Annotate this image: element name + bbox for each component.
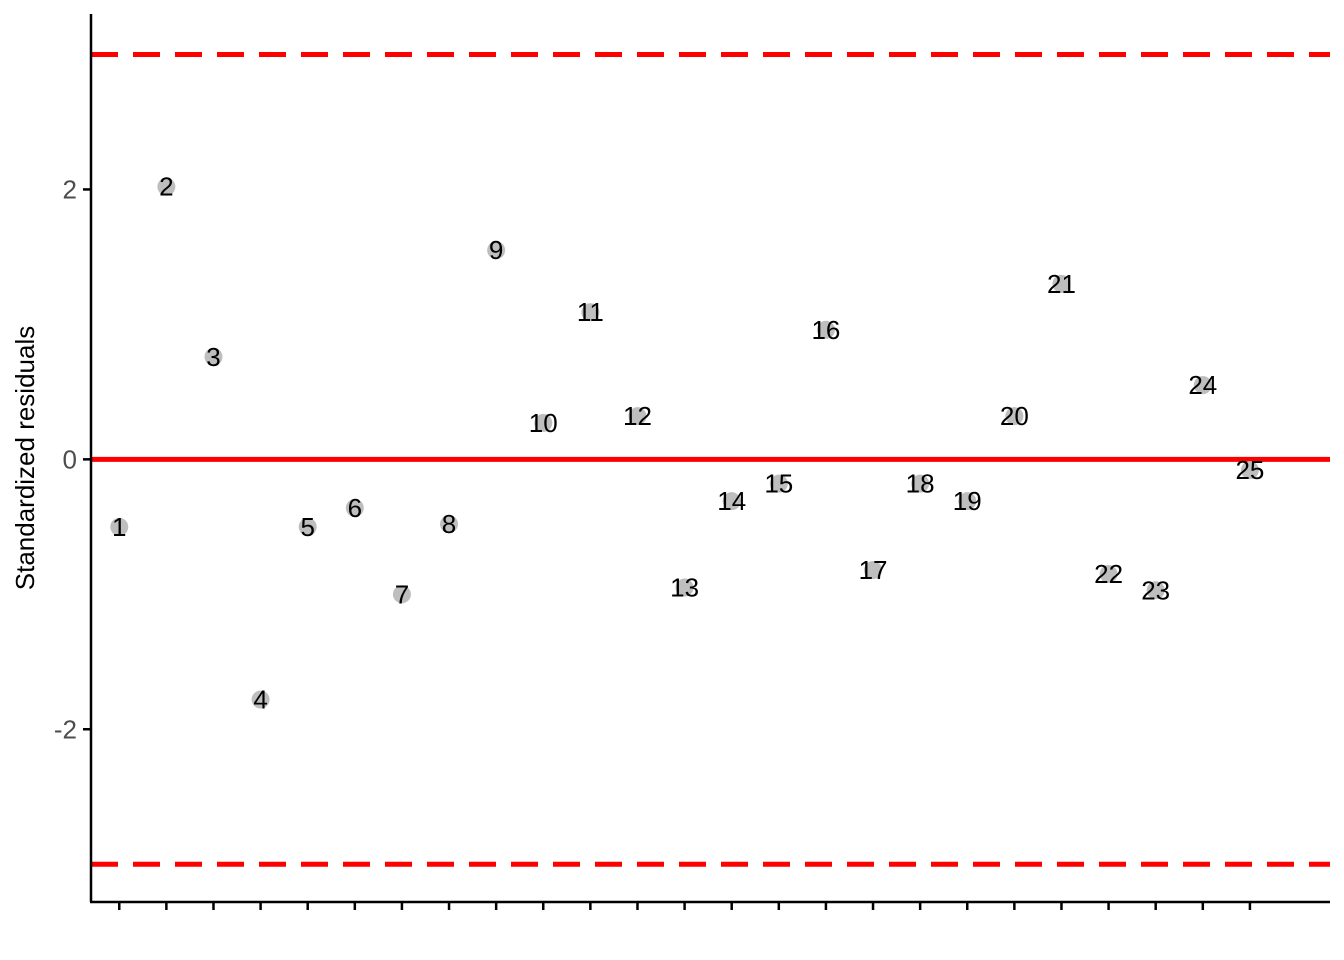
data-point: [581, 303, 600, 322]
data-point: [204, 347, 223, 366]
y-axis-ticks: 2 0 -2: [54, 174, 91, 744]
point-labels: 1234567891011121314151617181920212223242…: [112, 172, 1264, 715]
point-label: 9: [489, 235, 503, 265]
point-label: 23: [1141, 575, 1170, 605]
data-points: [110, 177, 1259, 709]
point-label: 25: [1235, 455, 1264, 485]
point-label: 1: [112, 512, 126, 542]
data-point: [911, 474, 930, 493]
point-label: 12: [623, 401, 652, 431]
point-label: 13: [670, 573, 699, 603]
y-tick-label: 2: [63, 174, 77, 204]
x-axis-ticks: [118, 902, 1252, 910]
data-point: [958, 492, 977, 511]
point-label: 19: [953, 486, 982, 516]
data-point: [298, 517, 317, 536]
point-label: 14: [717, 486, 746, 516]
data-point: [816, 320, 835, 339]
point-label: 4: [253, 685, 267, 715]
point-label: 16: [811, 315, 840, 345]
point-label: 10: [529, 408, 558, 438]
point-label: 2: [159, 172, 173, 202]
y-axis-title: Standardized residuals: [10, 326, 40, 591]
data-point: [722, 492, 741, 511]
point-label: 3: [206, 342, 220, 372]
data-point: [628, 407, 647, 426]
data-point: [675, 578, 694, 597]
data-point: [1193, 376, 1212, 395]
data-point: [1240, 461, 1259, 480]
point-label: 8: [442, 509, 456, 539]
y-tick-label: 0: [63, 444, 77, 474]
data-point: [1146, 581, 1165, 600]
point-label: 17: [859, 555, 888, 585]
point-label: 24: [1188, 370, 1217, 400]
reference-lines: [91, 51, 1330, 867]
point-label: 6: [348, 493, 362, 523]
point-label: 15: [764, 469, 793, 499]
data-point: [1099, 565, 1118, 584]
y-tick-label: -2: [54, 714, 77, 744]
point-label: 18: [906, 469, 935, 499]
data-point: [534, 413, 553, 432]
data-point: [345, 498, 364, 517]
data-point: [440, 515, 459, 534]
data-point: [487, 241, 506, 260]
point-label: 5: [300, 512, 314, 542]
point-label: 21: [1047, 269, 1076, 299]
data-point: [1005, 407, 1024, 426]
point-label: 22: [1094, 559, 1123, 589]
data-point: [1052, 274, 1071, 293]
point-label: 11: [577, 297, 604, 327]
data-point: [864, 561, 883, 580]
point-label: 7: [395, 579, 409, 609]
data-point: [251, 690, 270, 709]
data-point: [392, 585, 411, 604]
data-point: [769, 474, 788, 493]
data-point: [157, 177, 176, 196]
point-label: 20: [1000, 401, 1029, 431]
data-point: [110, 517, 129, 536]
